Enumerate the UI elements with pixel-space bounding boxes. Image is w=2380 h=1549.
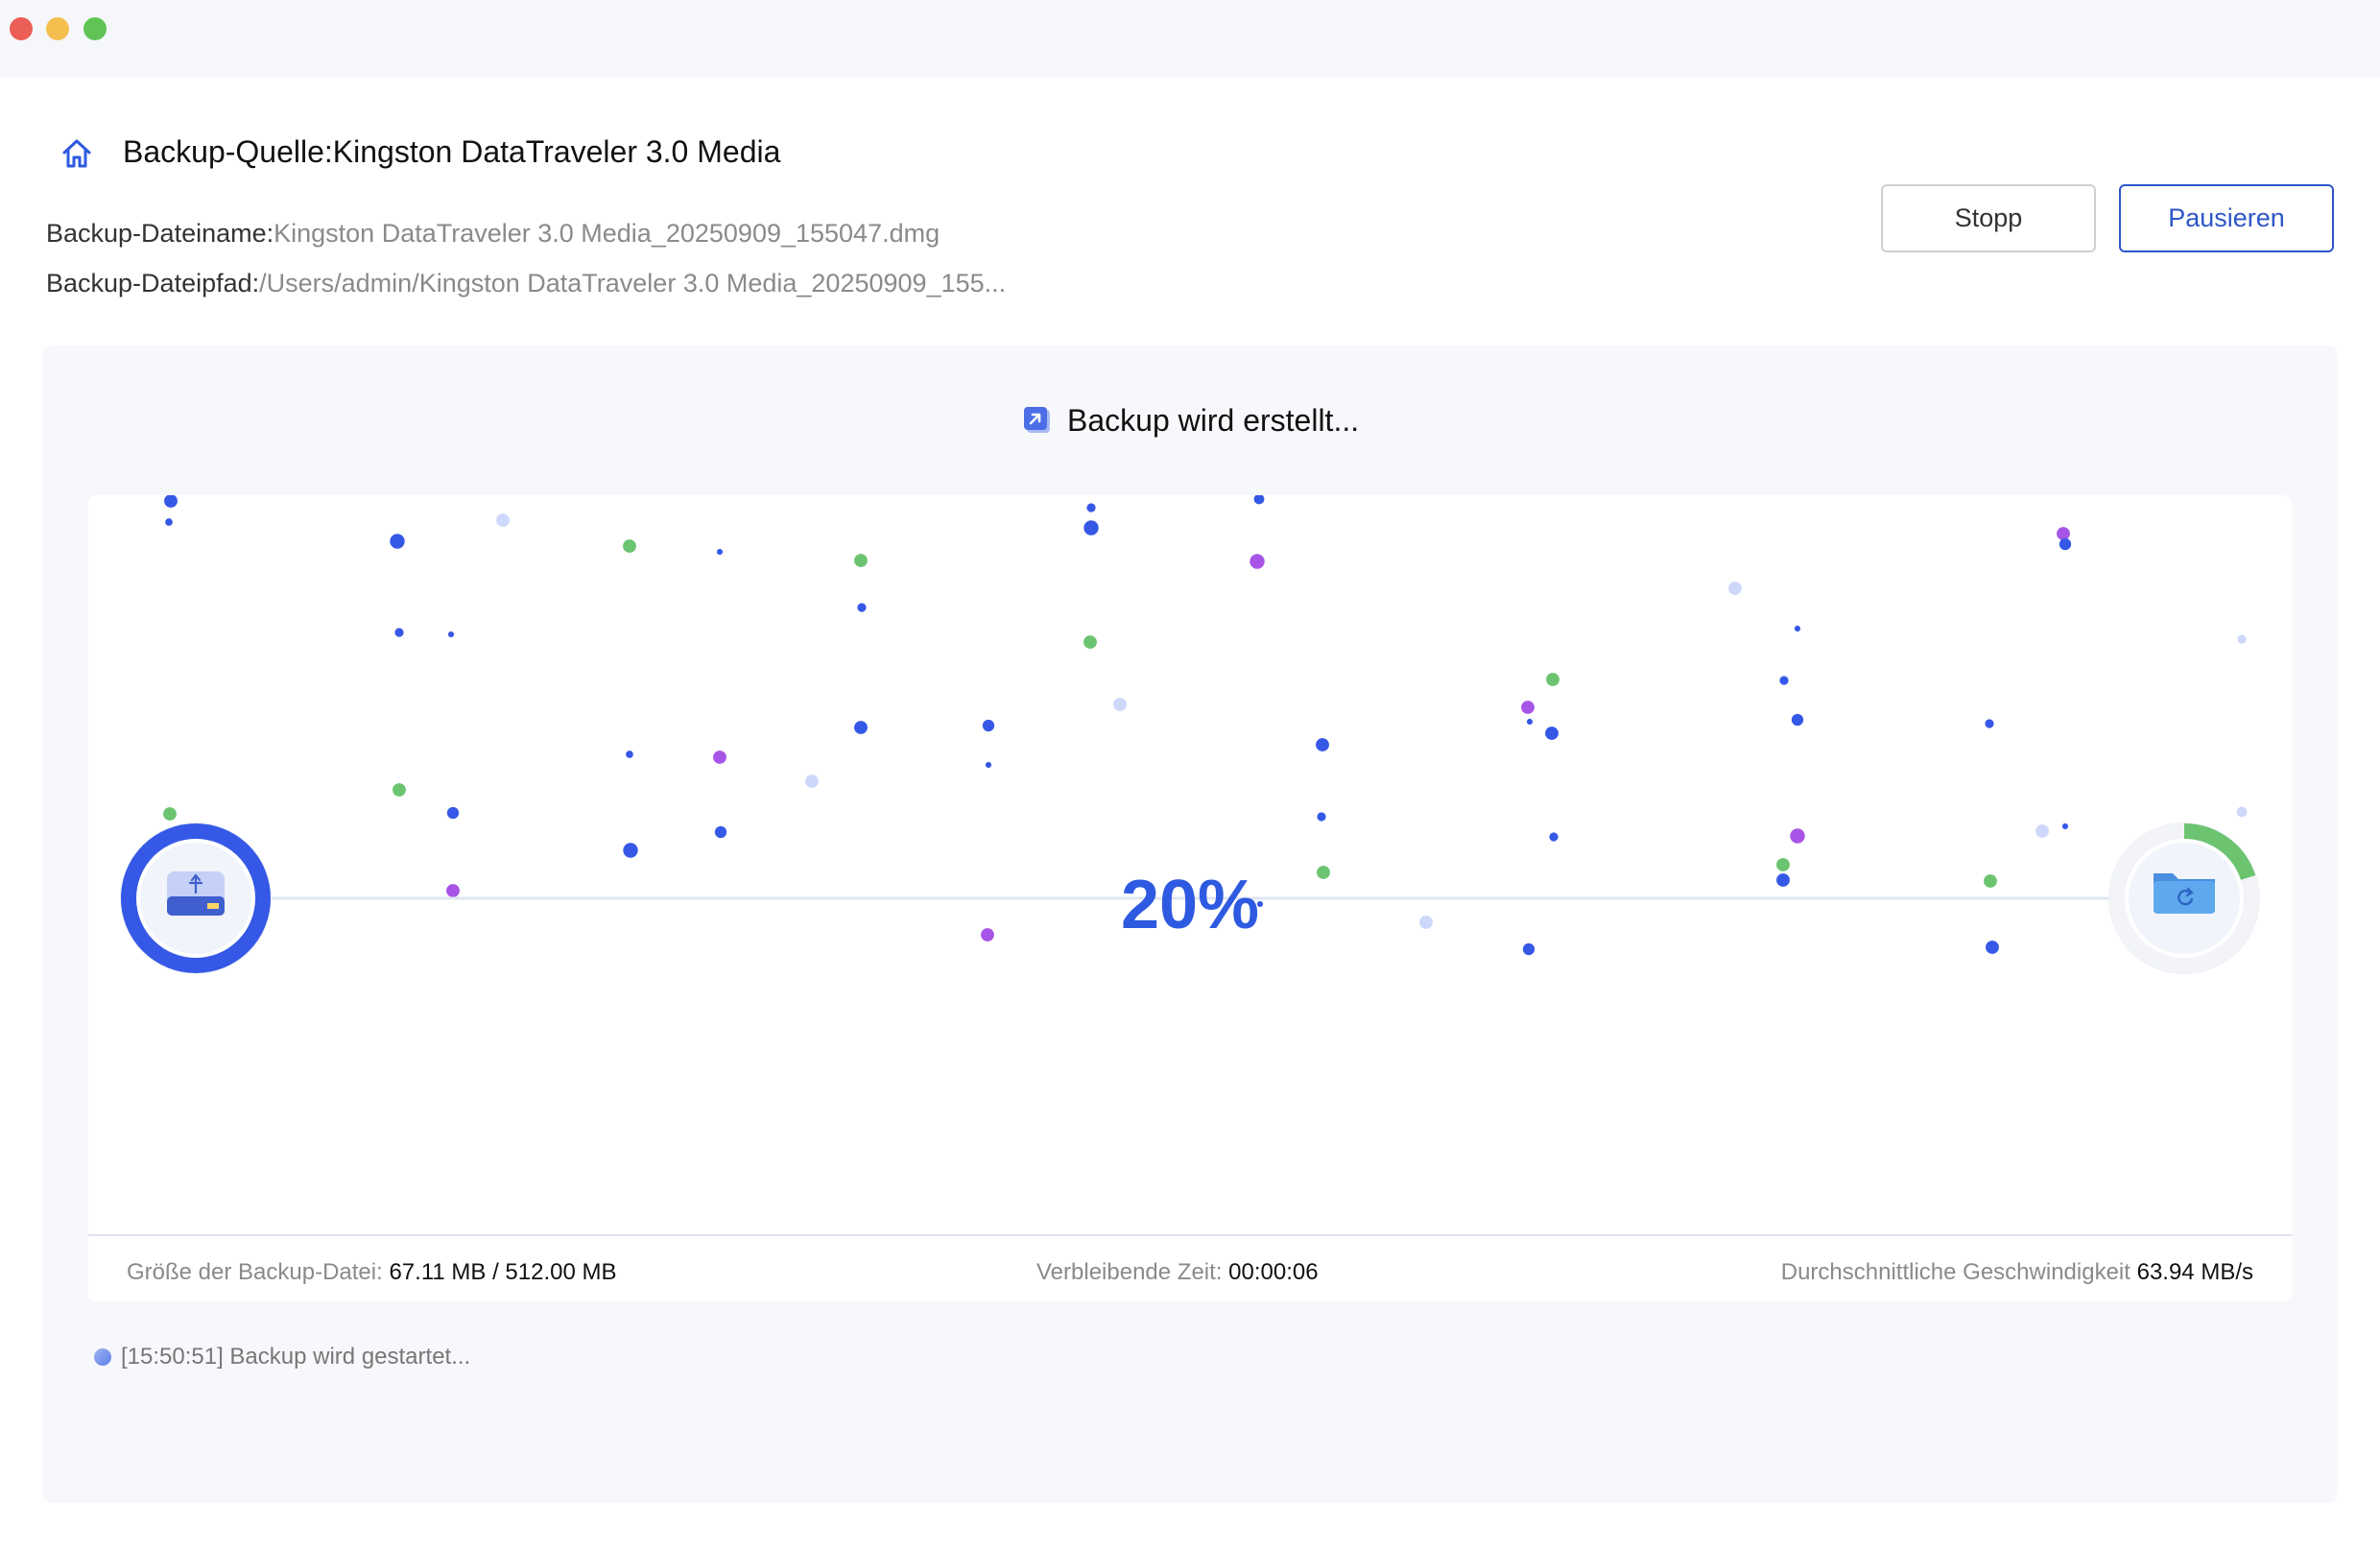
source-value: Kingston DataTraveler 3.0 Media xyxy=(332,134,781,169)
particle-dot xyxy=(1253,495,1265,505)
particle-dot xyxy=(2237,634,2247,644)
particle-dot xyxy=(496,513,510,527)
particle-dot xyxy=(394,628,404,637)
particle-dot xyxy=(165,518,173,526)
particle-dot xyxy=(1986,941,1999,954)
particle-dot xyxy=(1776,873,1790,887)
particle-dot xyxy=(1256,900,1264,908)
log-bullet-icon xyxy=(94,1348,111,1366)
size-label: Größe der Backup-Datei: xyxy=(127,1259,383,1285)
minimize-window-button[interactable] xyxy=(46,17,69,40)
particle-dot xyxy=(857,603,867,612)
close-window-button[interactable] xyxy=(10,17,33,40)
particle-dot xyxy=(1083,635,1097,649)
speed-label: Durchschnittliche Geschwindigkeit xyxy=(1780,1259,2130,1285)
title-bar xyxy=(0,0,2380,77)
particle-dot xyxy=(191,892,204,905)
particle-dot xyxy=(447,631,455,638)
particle-dot xyxy=(1779,676,1789,685)
speed-value: 63.94 MB/s xyxy=(2136,1259,2253,1285)
particle-dot xyxy=(626,751,633,758)
progress-percent: 20% xyxy=(1120,867,1260,943)
particle-dot xyxy=(164,495,178,508)
log-text: [15:50:51] Backup wird gestartet... xyxy=(121,1344,471,1370)
particle-dot xyxy=(1317,866,1330,879)
particle-dot xyxy=(1546,673,1559,686)
particle-dot xyxy=(1728,582,1742,595)
backup-filename-line: Backup-Dateiname:Kingston DataTraveler 3… xyxy=(46,219,940,249)
particle-dot xyxy=(2059,537,2072,551)
particle-dot xyxy=(716,548,724,556)
remaining-value: 00:00:06 xyxy=(1228,1259,1319,1285)
backup-status-icon xyxy=(1024,407,1050,433)
filename-label: Backup-Dateiname: xyxy=(46,219,274,248)
particle-dot xyxy=(2061,822,2069,830)
remaining-label: Verbleibende Zeit: xyxy=(1036,1259,1223,1285)
particle-field xyxy=(163,495,2248,956)
backup-source-title: Backup-Quelle:Kingston DataTraveler 3.0 … xyxy=(123,134,780,170)
particle-dot xyxy=(1791,713,1804,727)
source-label: Backup-Quelle: xyxy=(123,134,333,169)
particle-dot xyxy=(393,783,406,797)
particle-dot xyxy=(446,884,460,897)
particle-dot xyxy=(985,761,992,769)
log-entry: [15:50:51] Backup wird gestartet... xyxy=(94,1344,470,1370)
particle-dot xyxy=(1522,942,1535,956)
particle-dot xyxy=(1984,874,1997,888)
particle-dot xyxy=(981,928,994,941)
particle-dot xyxy=(623,843,638,858)
particle-dot xyxy=(1419,916,1433,929)
particle-dot xyxy=(1086,503,1096,512)
particle-dot xyxy=(623,539,636,553)
size-value: 67.11 MB / 512.00 MB xyxy=(389,1259,617,1285)
status-text: Backup wird erstellt... xyxy=(1067,402,1360,438)
particle-dot xyxy=(446,806,460,820)
filepath-label: Backup-Dateipfad: xyxy=(46,269,260,298)
particle-dot xyxy=(714,825,727,839)
particle-dot xyxy=(163,807,177,821)
status-line: Backup wird erstellt... xyxy=(1021,401,1359,440)
particle-dot xyxy=(1985,719,1994,728)
particle-dot xyxy=(1250,554,1265,569)
stop-button[interactable]: Stopp xyxy=(1881,184,2096,252)
particle-dot xyxy=(2236,806,2248,818)
particle-dot xyxy=(1794,625,1801,632)
particle-dot xyxy=(1545,727,1559,740)
particle-dot xyxy=(1113,698,1127,711)
filepath-value: /Users/admin/Kingston DataTraveler 3.0 M… xyxy=(259,269,1007,298)
particle-dot xyxy=(2236,904,2248,916)
home-icon[interactable] xyxy=(60,136,94,171)
particle-dot xyxy=(713,751,726,764)
particle-dot xyxy=(805,774,819,788)
average-speed-stat: Durchschnittliche Geschwindigkeit 63.94 … xyxy=(1781,1259,2253,1286)
particle-dot xyxy=(390,534,405,549)
stats-divider xyxy=(88,1234,2292,1236)
particle-dot xyxy=(1316,738,1329,751)
particle-dot xyxy=(1549,832,1559,842)
zoom-window-button[interactable] xyxy=(83,17,107,40)
particle-dot xyxy=(1317,812,1326,822)
particle-dot xyxy=(1790,828,1805,844)
particle-dot xyxy=(180,893,188,900)
particle-dot xyxy=(1776,858,1790,871)
particle-dot xyxy=(2057,527,2070,540)
transfer-animation: 20% Größe der Backup-Datei: 67.11 MB / 5… xyxy=(88,495,2292,1301)
filename-value: Kingston DataTraveler 3.0 Media_20250909… xyxy=(274,219,940,248)
pause-button[interactable]: Pausieren xyxy=(2119,184,2334,252)
particle-dot xyxy=(1083,520,1099,536)
particle-dot xyxy=(982,719,995,732)
particle-dot xyxy=(1526,718,1534,726)
particle-dot xyxy=(1521,701,1535,714)
particle-dot xyxy=(854,554,868,567)
backup-filepath-line: Backup-Dateipfad:/Users/admin/Kingston D… xyxy=(46,269,1006,298)
backup-size-stat: Größe der Backup-Datei: 67.11 MB / 512.0… xyxy=(127,1259,616,1286)
particle-dot xyxy=(854,721,868,734)
remaining-time-stat: Verbleibende Zeit: 00:00:06 xyxy=(1036,1259,1319,1286)
particle-dot xyxy=(2035,824,2049,838)
